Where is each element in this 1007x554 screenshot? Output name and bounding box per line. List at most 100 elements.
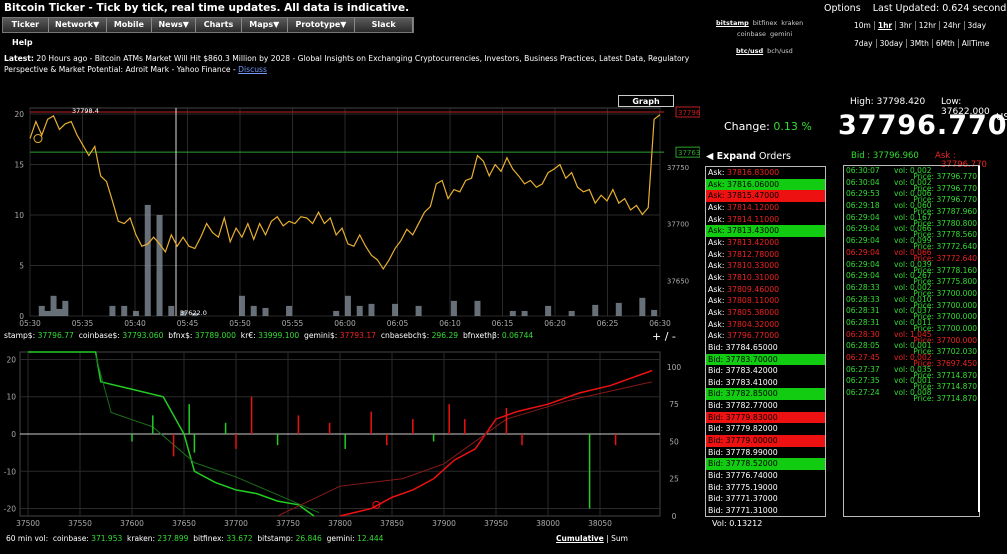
options-link[interactable]: Options <box>824 3 861 14</box>
y-left-tick: 20 <box>14 110 24 119</box>
price-chart[interactable]: 05:30 05:35 05:40 05:45 05:50 05:55 06:00 06:05… <box>0 94 700 332</box>
nav-item-4[interactable]: Charts <box>196 18 242 32</box>
ask-row[interactable]: Ask: 37808.11000 <box>708 296 780 306</box>
bid-row[interactable]: Bid: 37779.83000 <box>706 411 825 424</box>
order-side: Bid <box>708 482 721 492</box>
nav-item-2[interactable]: Mobile <box>107 18 153 32</box>
range-AllTime[interactable]: AllTime <box>961 39 990 48</box>
trade-price: Price: 37700.000 <box>913 288 977 298</box>
exch-bitfinex[interactable]: bitfinex <box>752 19 778 27</box>
pair-btcusd[interactable]: btc/usd <box>736 47 764 55</box>
ask-row[interactable]: Ask: 37814.12000 <box>708 202 780 212</box>
ref-tag <box>675 146 700 158</box>
pair-bchusd[interactable]: bch/usd <box>767 47 793 55</box>
trade-price: Price: 37697.450 <box>913 359 977 368</box>
ask-row[interactable]: Ask: 37796.77000 <box>708 331 780 341</box>
bid-row[interactable]: Bid: 37775.19000 <box>708 482 778 492</box>
options-bar: Options Last Updated: 0.624 seconds <box>824 3 1007 14</box>
nav-item-1[interactable]: Network▼ <box>49 18 107 32</box>
cumulative-tab[interactable]: Cumulative <box>556 534 604 543</box>
x-tick-label: 05:30 <box>19 319 41 328</box>
order-price: 37816.83000 <box>727 168 780 177</box>
y-left-tick: 15 <box>14 161 24 170</box>
nav-item-6[interactable]: Prototype▼ <box>288 18 356 32</box>
bid-row[interactable]: Bid: 37779.82000 <box>708 424 778 434</box>
volume-bar <box>56 308 63 316</box>
order-price: 37782.77000 <box>725 401 778 411</box>
trade-vol: vol: 0.006 <box>894 189 932 199</box>
bid-row[interactable]: Bid: 37783.41000 <box>708 377 778 387</box>
trade-price: Price: 37700.000 <box>913 312 977 322</box>
bid-row[interactable]: Bid: 37783.70000 <box>706 353 825 366</box>
trade-row: 06:28:33 vol: 0.010 Price: 37700.000 <box>844 294 979 310</box>
volume-bar <box>262 307 269 316</box>
depth-x-tick: 37750 <box>276 519 300 528</box>
x-tick-label: 06:20 <box>544 319 566 328</box>
exchange-selector: bitstamp bitfinex kraken coinbase gemini bt… <box>716 18 807 57</box>
ask-row[interactable]: Ask: 37805.38000 <box>708 307 780 317</box>
ask-row[interactable]: Ask: 37804.32000 <box>708 319 780 329</box>
order-price: 37815.47000 <box>727 191 780 201</box>
nav-item-5[interactable]: Maps▼ <box>242 18 288 32</box>
range-3day[interactable]: 3day <box>967 21 987 30</box>
exch-coinbase[interactable]: coinbase <box>737 30 766 38</box>
ask-row[interactable]: Ask: 37816.06000 <box>706 178 825 191</box>
ask-row[interactable]: Ask: 37816.83000 <box>708 168 780 177</box>
bid-row[interactable]: Bid: 37783.42000 <box>708 366 778 376</box>
trade-price: Price: 37796.770 <box>913 195 977 205</box>
range-12hr[interactable]: 12hr <box>916 21 941 30</box>
ask-row[interactable]: Ask: 37813.43000 <box>706 225 825 237</box>
exch-bitstamp[interactable]: bitstamp <box>716 19 749 27</box>
bid-row[interactable]: Bid: 37771.31000 <box>708 506 778 516</box>
graph-button[interactable]: Graph <box>618 95 674 107</box>
nav-item-7[interactable]: Slack <box>355 18 414 32</box>
order-price: 37778.99000 <box>725 447 778 457</box>
range-10m[interactable]: 10m <box>851 21 875 30</box>
volume-bar <box>144 204 151 316</box>
order-book[interactable]: Ask: 37816.83000 Ask: 37816.06000 Ask: 378… <box>705 166 826 517</box>
ask-row[interactable]: Ask: 37810.31000 <box>708 272 780 282</box>
trade-list[interactable]: 06:30:07 vol: 0.002 Price: 37796.770 06:30:… <box>843 165 980 517</box>
bid-row[interactable]: Bid: 37776.74000 <box>708 471 778 481</box>
order-side: Ask <box>708 237 722 247</box>
vol-label: Vol: <box>712 519 727 528</box>
bid-row[interactable]: Bid: 37778.52000 <box>706 458 825 471</box>
order-side: Ask <box>708 249 722 259</box>
bid-row[interactable]: Bid: 37782.77000 <box>708 401 778 411</box>
range-6Mth[interactable]: 6Mth <box>933 39 959 48</box>
trade-list-scrollbar[interactable] <box>978 166 980 512</box>
ask-row[interactable]: Ask: 37815.47000 <box>706 190 825 202</box>
zoom-plus-minus[interactable]: + / - <box>652 330 676 343</box>
ask-row[interactable]: Ask: 37812.78000 <box>708 249 780 259</box>
exch-kraken[interactable]: kraken <box>781 19 804 27</box>
nav-item-3[interactable]: News▼ <box>152 18 197 32</box>
vol-coinbase: 371.953 <box>91 534 123 543</box>
range-30day[interactable]: 30day <box>877 39 907 48</box>
sum-tab[interactable]: Sum <box>611 534 628 543</box>
order-side: Bid <box>708 412 721 422</box>
expand-button[interactable]: ◀ Expand <box>706 151 757 162</box>
ask-row[interactable]: Ask: 37810.33000 <box>708 261 780 271</box>
bid-row[interactable]: Bid: 37779.00000 <box>706 435 825 447</box>
help-link[interactable]: Help <box>12 38 33 47</box>
bid-row[interactable]: Bid: 37778.99000 <box>708 447 778 457</box>
exch-gemini[interactable]: gemini <box>769 30 793 38</box>
range-1hr[interactable]: 1hr <box>875 21 897 30</box>
depth-y-left-tick: -20 <box>4 505 16 514</box>
bid-row[interactable]: Bid: 37771.37000 <box>708 494 778 504</box>
discuss-link[interactable]: Discuss <box>238 65 267 74</box>
range-3hr[interactable]: 3hr <box>896 21 916 30</box>
bid-row[interactable]: Bid: 37782.85000 <box>706 388 825 401</box>
trade-row: 06:29:04 vol: 0.167 Price: 37780.800 <box>844 213 979 228</box>
bid-row[interactable]: Bid: 37784.65000 <box>708 342 778 352</box>
depth-chart[interactable]: 37500 37550 37600 37650 37700 37750 37800 37850… <box>0 346 700 531</box>
range-24hr[interactable]: 24hr <box>940 21 965 30</box>
range-3Mth[interactable]: 3Mth <box>907 39 933 48</box>
ask-row[interactable]: Ask: 37814.11000 <box>708 214 780 224</box>
ask-row[interactable]: Ask: 37813.42000 <box>708 237 780 247</box>
nav-item-0[interactable]: Ticker <box>3 18 49 32</box>
range-7day[interactable]: 7day <box>851 39 877 48</box>
trade-time: 06:28:33 <box>846 294 880 304</box>
ask-row[interactable]: Ask: 37809.46000 <box>708 284 780 294</box>
vol-bitstamp-label: bitstamp: <box>257 534 294 543</box>
